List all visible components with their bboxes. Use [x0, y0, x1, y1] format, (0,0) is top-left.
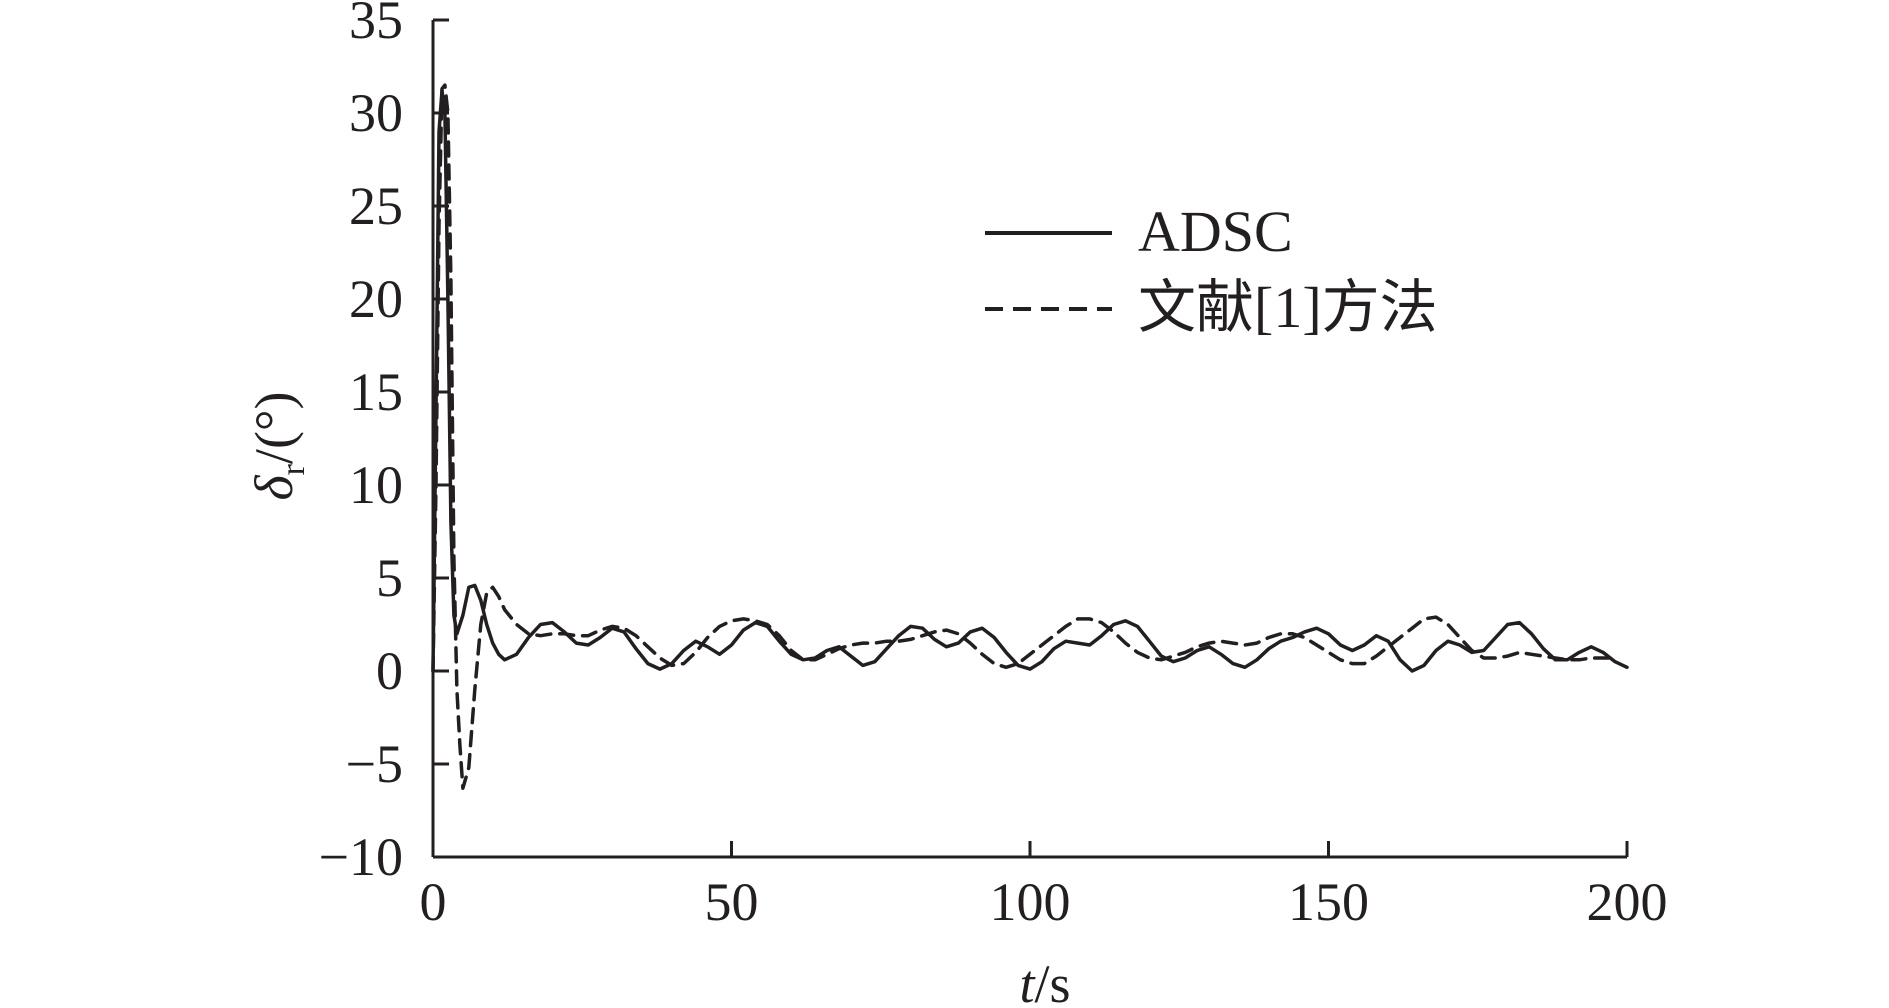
series-line-0: [431, 88, 1629, 673]
y-tick-label: 5: [376, 548, 403, 608]
x-axis-title: t/s: [1019, 954, 1070, 1008]
y-tick-label: −10: [319, 827, 403, 887]
x-tick-label: 0: [420, 872, 447, 932]
y-tick-label: 30: [349, 83, 403, 143]
y-tick-label: 25: [349, 176, 403, 236]
y-axis-title-group: δr/(°): [244, 392, 312, 501]
y-tick-label: 10: [349, 455, 403, 515]
y-axis-title: δr/(°): [244, 392, 312, 501]
axes: [431, 20, 1627, 859]
series-line-1: [431, 83, 1617, 790]
ticks: 0 50 100 150 200 −10 −5 0 5 10 15 20 25 30 35: [319, 0, 1668, 932]
legend-label-reference-method: 文献[1]方法: [1138, 275, 1438, 340]
legend: ADSC 文献[1]方法: [985, 199, 1438, 340]
y-tick-label: −5: [346, 734, 403, 794]
legend-label-adsc: ADSC: [1138, 199, 1293, 264]
x-tick-label: 150: [1288, 872, 1369, 932]
y-tick-label: 20: [349, 269, 403, 329]
y-tick-label: 35: [349, 0, 403, 50]
x-tick-label: 50: [705, 872, 759, 932]
y-tick-label: 0: [376, 641, 403, 701]
y-tick-label: 15: [349, 362, 403, 422]
series-layer: [431, 83, 1629, 790]
x-tick-label: 200: [1587, 872, 1668, 932]
x-tick-label: 100: [990, 872, 1071, 932]
